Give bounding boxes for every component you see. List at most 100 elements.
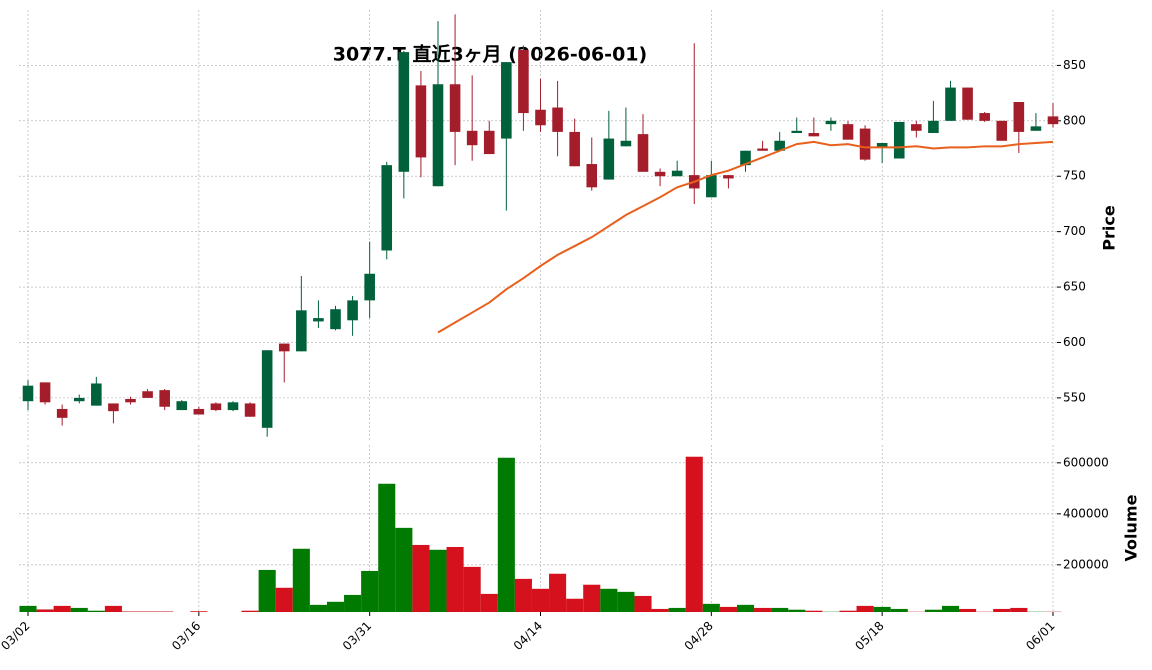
candle-body — [415, 85, 427, 158]
volume-bar — [839, 610, 857, 612]
candle-body — [142, 391, 153, 398]
volume-bar — [651, 608, 669, 612]
candle-body — [296, 310, 307, 352]
volume-bar — [702, 603, 720, 612]
volume-bar — [446, 546, 464, 612]
volume-bar — [771, 607, 789, 612]
volume-bar — [685, 456, 703, 612]
y-axis-label: Volume — [1122, 494, 1141, 561]
candle-body — [466, 130, 478, 146]
volume-bar — [514, 578, 532, 612]
candle-body — [108, 403, 119, 412]
volume-bar — [19, 605, 37, 612]
candle-body — [39, 382, 51, 403]
volume-bar — [668, 607, 686, 612]
volume-bar — [70, 607, 88, 612]
volume-bar — [429, 549, 447, 612]
volume-bar — [156, 611, 174, 612]
volume-bar — [531, 588, 550, 612]
volume-bar — [754, 607, 772, 612]
volume-bar — [873, 606, 891, 612]
candle-body — [278, 343, 290, 352]
candle-body — [313, 318, 324, 322]
candle-body — [398, 52, 410, 172]
volume-bar — [378, 483, 396, 612]
volume-bar — [719, 606, 737, 612]
candle-body — [723, 175, 734, 179]
candle-body — [996, 120, 1008, 141]
volume-bar — [344, 594, 362, 612]
y-tick-label: 550 — [1063, 390, 1086, 404]
volume-bar — [941, 605, 960, 612]
volume-bar — [856, 605, 874, 612]
candle-body — [859, 128, 871, 160]
volume-bar — [258, 569, 276, 612]
volume-bar — [121, 611, 140, 612]
volume-bar — [480, 593, 498, 612]
volume-bar — [788, 609, 806, 612]
volume-bar — [497, 457, 515, 612]
volume-bar — [190, 611, 208, 612]
volume-bar — [1010, 607, 1028, 612]
candle-body — [654, 171, 666, 177]
volume-bar — [600, 588, 618, 612]
x-tick-label: 03/16 — [169, 619, 203, 653]
volume-bar — [634, 595, 652, 612]
candle-body — [979, 113, 990, 121]
candle-body — [603, 138, 615, 180]
volume-bar — [241, 610, 259, 612]
candle-body — [227, 402, 239, 411]
candle-body — [22, 385, 34, 402]
candle-body — [501, 62, 512, 139]
volume-bar — [805, 610, 823, 612]
candle-body — [449, 84, 461, 132]
candle-body — [193, 408, 205, 415]
candle-body — [1047, 116, 1059, 125]
x-tick-label: 05/18 — [852, 619, 886, 653]
candle-body — [928, 120, 939, 134]
volume-bar — [890, 608, 908, 612]
y-tick-label: 650 — [1063, 280, 1086, 294]
candle-body — [364, 273, 375, 301]
x-tick-label: 04/28 — [682, 619, 716, 653]
candle-body — [757, 148, 768, 151]
candle-body — [347, 300, 358, 321]
candle-body — [483, 130, 495, 155]
volume-bar — [412, 544, 430, 612]
y-tick-label: 200000 — [1063, 557, 1109, 571]
y-tick-label: 850 — [1063, 58, 1086, 72]
candle-body — [261, 350, 273, 428]
candle-body — [876, 142, 888, 148]
candle-body — [330, 309, 341, 330]
candle-body — [620, 140, 632, 147]
candle-body — [56, 408, 68, 418]
candle-body — [125, 398, 136, 403]
x-tick-label: 03/31 — [340, 619, 374, 653]
candle-body — [893, 121, 905, 159]
candle-body — [774, 140, 785, 151]
volume-bar — [139, 611, 157, 612]
y-axis-label: Price — [1100, 205, 1119, 251]
volume-bar — [566, 598, 584, 612]
volume-bar — [583, 584, 601, 612]
y-tick-label: 800 — [1063, 113, 1086, 127]
volume-bar — [959, 608, 977, 612]
candle-body — [569, 131, 580, 167]
candle-body — [637, 134, 649, 172]
candle-body — [210, 403, 222, 411]
volume-bar — [549, 573, 567, 612]
volume-bar — [36, 609, 54, 612]
volume-bar — [292, 548, 310, 612]
candle-body — [808, 133, 820, 137]
candle-body — [671, 170, 683, 177]
candle-body — [586, 164, 598, 188]
volume-bar — [104, 605, 122, 612]
candle-body — [825, 120, 837, 125]
candle-body — [1013, 101, 1025, 132]
candle-body — [791, 130, 803, 134]
y-tick-label: 600 — [1063, 335, 1086, 349]
y-tick-label: 600000 — [1063, 455, 1109, 469]
volume-bar — [361, 570, 379, 612]
volume-bar — [87, 610, 105, 612]
